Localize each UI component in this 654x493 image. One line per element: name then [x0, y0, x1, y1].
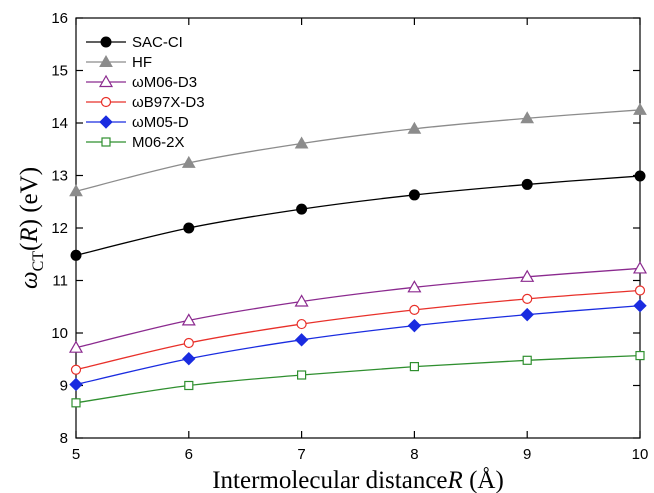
- x-tick-label: 7: [297, 446, 305, 463]
- legend-label: M06-2X: [132, 134, 185, 151]
- data-point: [70, 364, 82, 375]
- y-tick-label: 8: [60, 430, 68, 447]
- data-point: [520, 307, 534, 322]
- legend-marker: [100, 96, 112, 108]
- x-tick-label: 6: [185, 446, 193, 463]
- data-point: [70, 249, 82, 261]
- y-tick-label: 11: [52, 273, 68, 290]
- y-axis-title: ωCT(R) (eV): [16, 167, 47, 289]
- legend-label: ωM05-D: [132, 114, 189, 131]
- x-tick-label: 9: [523, 446, 531, 463]
- axis-ticks: 5 6 7 8 9 10 8 9 10 11 12 13 14 15 16: [51, 10, 648, 463]
- legend-label: ωM06-D3: [132, 74, 197, 91]
- y-tick-label: 9: [60, 378, 68, 395]
- data-point: [181, 313, 196, 326]
- x-tick-label: 10: [632, 446, 649, 463]
- y-tick-label: 10: [51, 325, 68, 342]
- data-point: [296, 318, 307, 330]
- y-tick-label: 14: [51, 115, 68, 132]
- series-line: [75, 305, 641, 386]
- y-tick-label: 13: [51, 168, 68, 185]
- legend-marker: [99, 115, 113, 129]
- data-point: [409, 362, 419, 372]
- series-line: [75, 267, 641, 349]
- data-point: [520, 111, 535, 124]
- data-point: [69, 377, 83, 392]
- x-tick-label: 5: [72, 446, 80, 463]
- data-point: [71, 398, 81, 408]
- data-point: [68, 340, 84, 353]
- data-point: [633, 102, 647, 115]
- y-tick-label: 15: [51, 63, 68, 80]
- data-point: [182, 352, 196, 366]
- data-point: [407, 121, 422, 134]
- data-point: [634, 285, 646, 296]
- legend-marker: [100, 36, 112, 48]
- data-point: [633, 298, 647, 313]
- legend-label: HF: [132, 54, 152, 71]
- data-point: [294, 333, 309, 347]
- y-tick-label: 16: [51, 10, 68, 27]
- data-point: [634, 170, 646, 182]
- legend-marker: [101, 137, 111, 147]
- data-point: [632, 261, 648, 274]
- data-point: [296, 203, 308, 215]
- data-point: [184, 380, 194, 391]
- legend-label: SAC-CI: [132, 34, 183, 51]
- data-point: [521, 178, 533, 190]
- data-point: [520, 269, 535, 282]
- data-point: [294, 294, 309, 307]
- data-point: [635, 350, 645, 361]
- series-line: [75, 175, 641, 256]
- data-point: [297, 370, 307, 380]
- series-lines: [75, 109, 641, 404]
- x-axis-title: Intermolecular distanceR (Å): [212, 467, 504, 493]
- series-line: [75, 289, 641, 371]
- data-point: [69, 184, 83, 197]
- y-tick-label: 12: [51, 220, 68, 237]
- series-line: [75, 109, 641, 192]
- series-line: [75, 354, 641, 404]
- data-point: [522, 355, 532, 365]
- data-point: [181, 155, 196, 168]
- data-point: [407, 280, 422, 293]
- legend-label: ωB97X-D3: [132, 94, 205, 111]
- legend: SAC-CI HF ωM06-D3 ωB97X-D3 ωM05-D M06-2X: [86, 34, 205, 151]
- data-point: [522, 293, 533, 304]
- x-tick-label: 8: [410, 446, 418, 463]
- data-point: [294, 136, 309, 149]
- data-point: [183, 337, 194, 349]
- data-point: [409, 304, 420, 315]
- data-point: [407, 318, 422, 333]
- data-point: [183, 222, 195, 234]
- data-point: [408, 189, 420, 201]
- legend-marker: [98, 74, 114, 88]
- legend-marker: [99, 54, 113, 67]
- series-markers: [68, 102, 648, 408]
